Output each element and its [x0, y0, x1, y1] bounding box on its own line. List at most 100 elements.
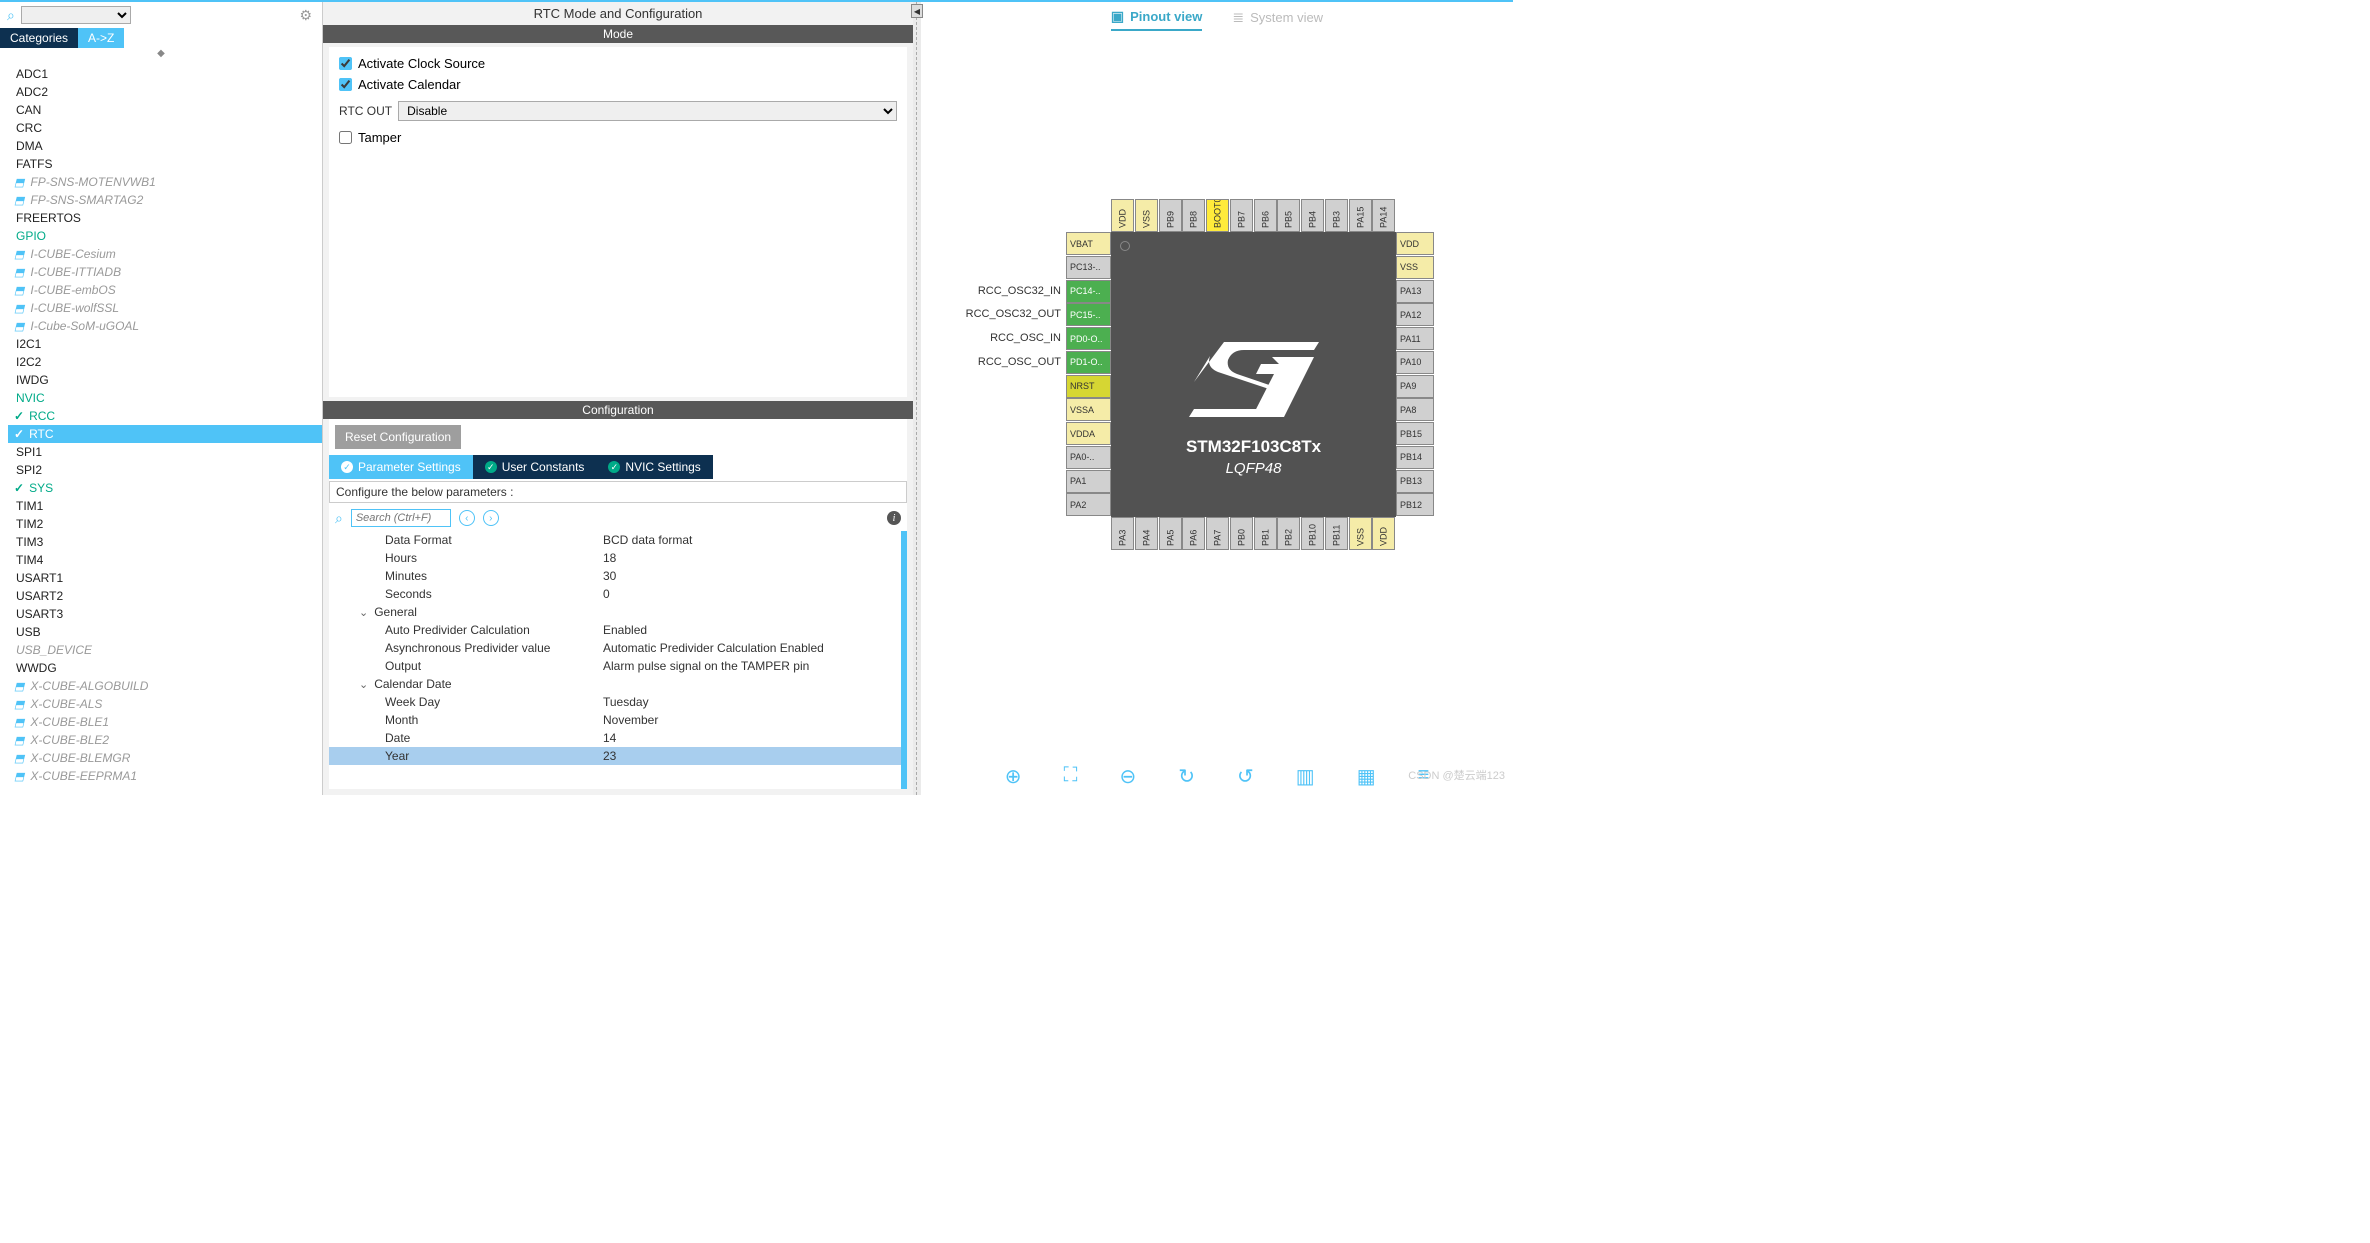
tab-pinout-view[interactable]: ▣Pinout view: [1111, 8, 1202, 31]
peripheral-item[interactable]: SPI1: [8, 443, 322, 461]
pin[interactable]: PA14: [1372, 199, 1395, 232]
peripheral-item[interactable]: FATFS: [8, 155, 322, 173]
peripheral-item[interactable]: ⬒FP-SNS-MOTENVWB1: [8, 173, 322, 191]
pin[interactable]: VSS: [1396, 256, 1434, 279]
pin[interactable]: VDD: [1111, 199, 1134, 232]
peripheral-item[interactable]: USB: [8, 623, 322, 641]
peripheral-item[interactable]: ⬒I-Cube-SoM-uGOAL: [8, 317, 322, 335]
peripheral-item[interactable]: TIM3: [8, 533, 322, 551]
panel-divider[interactable]: ◀: [913, 2, 921, 795]
peripheral-item[interactable]: ⬒X-CUBE-ALS: [8, 695, 322, 713]
peripheral-item[interactable]: ⬒I-CUBE-ITTIADB: [8, 263, 322, 281]
peripheral-item[interactable]: ⬒X-CUBE-BLEMGR: [8, 749, 322, 767]
peripheral-item[interactable]: USART2: [8, 587, 322, 605]
info-icon[interactable]: i: [887, 511, 901, 525]
pin[interactable]: PB15: [1396, 422, 1434, 445]
param-row[interactable]: Minutes30: [329, 567, 901, 585]
search-prev-icon[interactable]: ‹: [459, 510, 475, 526]
rotate-ccw-icon[interactable]: ↺: [1237, 764, 1254, 789]
peripheral-item[interactable]: ⬒X-CUBE-ALGOBUILD: [8, 677, 322, 695]
grid-icon[interactable]: ▦: [1357, 764, 1376, 789]
peripheral-item[interactable]: SYS: [8, 479, 322, 497]
tab-az[interactable]: A->Z: [78, 28, 124, 48]
pin[interactable]: PD1-O..: [1066, 351, 1111, 374]
param-search-input[interactable]: [351, 509, 451, 527]
peripheral-item[interactable]: IWDG: [8, 371, 322, 389]
rotate-cw-icon[interactable]: ↻: [1178, 764, 1195, 789]
param-row[interactable]: Seconds0: [329, 585, 901, 603]
pin[interactable]: VBAT: [1066, 232, 1111, 255]
pin[interactable]: PA8: [1396, 398, 1434, 421]
peripheral-item[interactable]: RCC: [8, 407, 322, 425]
tab-user-constants[interactable]: ✓User Constants: [473, 455, 597, 479]
pin[interactable]: PB2: [1277, 517, 1300, 550]
peripheral-item[interactable]: USART3: [8, 605, 322, 623]
peripheral-item[interactable]: RTC: [8, 425, 322, 443]
peripheral-item[interactable]: I2C1: [8, 335, 322, 353]
pin[interactable]: PA4: [1135, 517, 1158, 550]
pin[interactable]: VDD: [1372, 517, 1395, 550]
param-row[interactable]: Data FormatBCD data format: [329, 531, 901, 549]
peripheral-item[interactable]: TIM2: [8, 515, 322, 533]
param-row[interactable]: Week DayTuesday: [329, 693, 901, 711]
pin[interactable]: PB6: [1254, 199, 1277, 232]
tamper-checkbox[interactable]: [339, 131, 352, 144]
param-row[interactable]: Auto Predivider CalculationEnabled: [329, 621, 901, 639]
pin[interactable]: PA3: [1111, 517, 1134, 550]
pin[interactable]: PC15-..: [1066, 303, 1111, 326]
pin[interactable]: PA13: [1396, 280, 1434, 303]
pin[interactable]: PC13-..: [1066, 256, 1111, 279]
peripheral-item[interactable]: ⬒I-CUBE-Cesium: [8, 245, 322, 263]
pin[interactable]: PA5: [1159, 517, 1182, 550]
pin[interactable]: PB11: [1325, 517, 1348, 550]
pin[interactable]: PA1: [1066, 470, 1111, 493]
pin[interactable]: PA15: [1349, 199, 1372, 232]
pin[interactable]: PB9: [1159, 199, 1182, 232]
fit-icon[interactable]: ⛶: [1063, 764, 1077, 789]
peripheral-item[interactable]: USART1: [8, 569, 322, 587]
zoom-out-icon[interactable]: ⊖: [1119, 764, 1136, 789]
peripheral-item[interactable]: ⬒X-CUBE-BLE1: [8, 713, 322, 731]
reset-configuration-button[interactable]: Reset Configuration: [335, 425, 461, 449]
pin[interactable]: PC14-..: [1066, 280, 1111, 303]
pin[interactable]: PB0: [1230, 517, 1253, 550]
peripheral-item[interactable]: CRC: [8, 119, 322, 137]
peripheral-search-select[interactable]: [21, 6, 131, 24]
zoom-in-icon[interactable]: ⊕: [1005, 764, 1022, 789]
peripheral-list[interactable]: ADC1ADC2CANCRCDMAFATFS⬒FP-SNS-MOTENVWB1⬒…: [0, 59, 322, 795]
pin[interactable]: PB1: [1254, 517, 1277, 550]
pin[interactable]: PA7: [1206, 517, 1229, 550]
pin[interactable]: PB8: [1182, 199, 1205, 232]
pin[interactable]: PB5: [1277, 199, 1300, 232]
pin[interactable]: PB12: [1396, 493, 1434, 516]
pin[interactable]: PA2: [1066, 493, 1111, 516]
pin[interactable]: PB14: [1396, 446, 1434, 469]
param-row[interactable]: OutputAlarm pulse signal on the TAMPER p…: [329, 657, 901, 675]
param-row[interactable]: Year23: [329, 747, 901, 765]
tab-categories[interactable]: Categories: [0, 28, 78, 48]
peripheral-item[interactable]: FREERTOS: [8, 209, 322, 227]
pin[interactable]: BOOT0: [1206, 199, 1229, 232]
gear-icon[interactable]: ⚙: [293, 7, 318, 24]
peripheral-item[interactable]: ⬒X-CUBE-EEPRMA1: [8, 767, 322, 785]
pin[interactable]: PA10: [1396, 351, 1434, 374]
peripheral-item[interactable]: SPI2: [8, 461, 322, 479]
peripheral-item[interactable]: TIM1: [8, 497, 322, 515]
pin[interactable]: VSSA: [1066, 398, 1111, 421]
peripheral-item[interactable]: TIM4: [8, 551, 322, 569]
pin[interactable]: VDDA: [1066, 422, 1111, 445]
param-row[interactable]: Asynchronous Predivider valueAutomatic P…: [329, 639, 901, 657]
peripheral-item[interactable]: GPIO: [8, 227, 322, 245]
peripheral-item[interactable]: USB_DEVICE: [8, 641, 322, 659]
pin[interactable]: PA6: [1182, 517, 1205, 550]
param-group[interactable]: General: [329, 603, 901, 621]
param-row[interactable]: Date14: [329, 729, 901, 747]
pin[interactable]: PA12: [1396, 303, 1434, 326]
columns-icon[interactable]: ▥: [1296, 764, 1315, 789]
peripheral-item[interactable]: I2C2: [8, 353, 322, 371]
activate-calendar-checkbox[interactable]: [339, 78, 352, 91]
param-row[interactable]: Hours18: [329, 549, 901, 567]
chip-area[interactable]: STM32F103C8Tx LQFP48 VBATPC13-..PC14-..R…: [921, 37, 1513, 795]
pin[interactable]: PB7: [1230, 199, 1253, 232]
pin[interactable]: PA9: [1396, 375, 1434, 398]
